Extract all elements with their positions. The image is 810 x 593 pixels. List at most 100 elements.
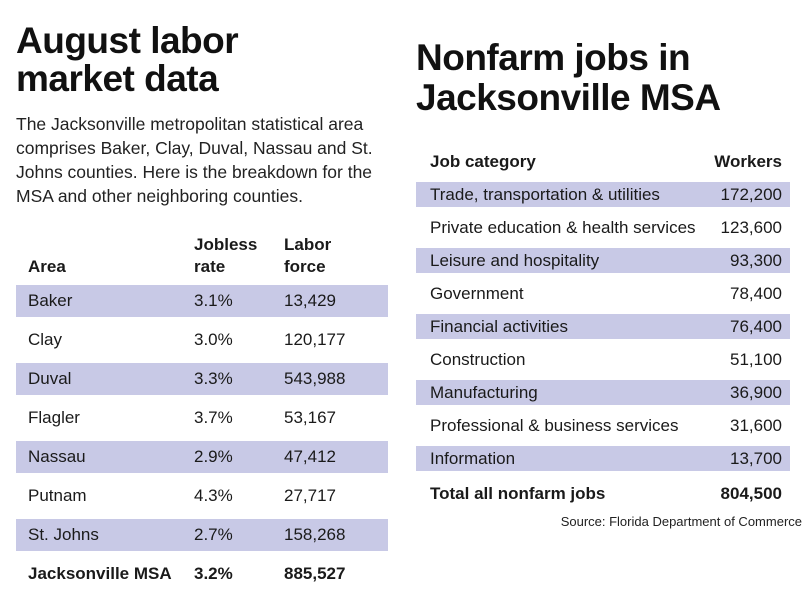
labor-force-cell: 13,429: [284, 285, 388, 317]
intro-paragraph: The Jacksonville metropolitan statistica…: [16, 114, 373, 206]
job-category-cell: Trade, transportation & utilities: [416, 182, 696, 207]
labor-force-cell: 158,268: [284, 519, 388, 551]
row-spacer: [416, 405, 790, 413]
jobless-rate-cell: 2.7%: [194, 519, 284, 551]
row-spacer-cell: [16, 473, 388, 480]
workers-cell: 51,100: [730, 350, 782, 369]
row-spacer: [416, 240, 790, 248]
job-category-cell: Information: [416, 446, 696, 471]
row-spacer: [16, 395, 388, 402]
row-spacer-cell: [416, 471, 790, 479]
jobless-rate-cell: 3.3%: [194, 363, 284, 395]
row-spacer: [416, 273, 790, 281]
area-cell: Jacksonville MSA: [28, 564, 172, 583]
labor-force-cell: 53,167: [284, 408, 336, 427]
table-row: Flagler 3.7% 53,167: [16, 402, 388, 434]
jobless-rate-cell: 3.2%: [194, 564, 233, 583]
workers-cell: 78,400: [730, 284, 782, 303]
table-row: Financial activities 76,400: [416, 314, 790, 339]
labor-market-table: Area Jobless rate Labor force Baker 3.1% 1…: [16, 234, 388, 587]
row-spacer: [16, 317, 388, 324]
workers-cell: 172,200: [695, 182, 790, 207]
job-category-cell: Financial activities: [416, 314, 696, 339]
row-spacer: [16, 473, 388, 480]
workers-cell: 123,600: [720, 218, 782, 237]
total-row: Total all nonfarm jobs 804,500: [416, 479, 790, 506]
table-row: Putnam 4.3% 27,717: [16, 480, 388, 512]
table-row: Professional & business services 31,600: [416, 413, 790, 438]
workers-cell: 804,500: [720, 484, 782, 503]
table-row: Construction 51,100: [416, 347, 790, 372]
column-header-jobless-rate: Jobless rate: [194, 235, 258, 276]
table-row: Government 78,400: [416, 281, 790, 306]
column-header-workers: Workers: [714, 152, 782, 171]
labor-force-cell: 47,412: [284, 441, 388, 473]
workers-cell: 93,300: [695, 248, 790, 273]
row-spacer-cell: [416, 273, 790, 281]
labor-market-title: August labor market data: [16, 20, 239, 99]
table-row: Clay 3.0% 120,177: [16, 324, 388, 356]
column-header-labor-force: Labor force: [284, 235, 332, 276]
row-spacer: [416, 306, 790, 314]
row-spacer: [416, 438, 790, 446]
job-category-cell: Total all nonfarm jobs: [430, 484, 606, 503]
job-category-cell: Government: [430, 284, 524, 303]
row-spacer-cell: [416, 339, 790, 347]
row-spacer-cell: [16, 317, 388, 324]
table-row: Duval 3.3% 543,988: [16, 363, 388, 395]
row-spacer-cell: [416, 405, 790, 413]
jobless-rate-cell: 3.7%: [194, 408, 233, 427]
row-spacer: [16, 356, 388, 363]
table-row: St. Johns 2.7% 158,268: [16, 519, 388, 551]
row-spacer: [16, 434, 388, 441]
column-header-area: Area: [28, 257, 66, 276]
labor-force-cell: 543,988: [284, 363, 388, 395]
workers-cell: 31,600: [730, 416, 782, 435]
row-spacer-cell: [16, 434, 388, 441]
nonfarm-jobs-table: Job category Workers Trade, transportati…: [416, 152, 790, 506]
area-cell: Nassau: [16, 441, 194, 473]
labor-force-cell: 27,717: [284, 486, 336, 505]
table-row: Baker 3.1% 13,429: [16, 285, 388, 317]
area-cell: Flagler: [28, 408, 80, 427]
workers-cell: 76,400: [695, 314, 790, 339]
workers-cell: 13,700: [695, 446, 790, 471]
table-header-row: Job category Workers: [416, 152, 790, 182]
row-spacer: [416, 339, 790, 347]
job-category-cell: Professional & business services: [430, 416, 679, 435]
jobless-rate-cell: 3.0%: [194, 330, 233, 349]
jobless-rate-cell: 2.9%: [194, 441, 284, 473]
job-category-cell: Leisure and hospitality: [416, 248, 696, 273]
row-spacer-cell: [416, 207, 790, 215]
row-spacer-cell: [16, 512, 388, 519]
table-header-row: Area Jobless rate Labor force: [16, 234, 388, 285]
area-cell: Clay: [28, 330, 63, 349]
job-category-cell: Construction: [430, 350, 526, 369]
table-row: Information 13,700: [416, 446, 790, 471]
labor-force-cell: 120,177: [284, 330, 346, 349]
labor-market-panel: August labor market data The Jacksonvill…: [16, 0, 388, 587]
row-spacer-cell: [416, 438, 790, 446]
row-spacer: [416, 471, 790, 479]
workers-cell: 36,900: [695, 380, 790, 405]
table-row: Manufacturing 36,900: [416, 380, 790, 405]
total-row: Jacksonville MSA 3.2% 885,527: [16, 551, 388, 587]
row-spacer-cell: [416, 240, 790, 248]
table-row: Nassau 2.9% 47,412: [16, 441, 388, 473]
row-spacer: [16, 512, 388, 519]
row-spacer-cell: [16, 395, 388, 402]
table-row: Private education & health services 123,6…: [416, 215, 790, 240]
row-spacer-cell: [16, 356, 388, 363]
labor-force-cell: 885,527: [284, 564, 346, 583]
nonfarm-jobs-title: Nonfarm jobs in Jacksonville MSA: [416, 37, 721, 118]
row-spacer-cell: [416, 372, 790, 380]
area-cell: St. Johns: [16, 519, 194, 551]
source-note: Source: Florida Department of Commerce: [560, 514, 802, 529]
column-header-job-category: Job category: [430, 152, 536, 171]
jobless-rate-cell: 4.3%: [194, 486, 233, 505]
jobless-rate-cell: 3.1%: [194, 285, 284, 317]
table-row: Trade, transportation & utilities 172,200: [416, 182, 790, 207]
area-cell: Duval: [16, 363, 194, 395]
area-cell: Putnam: [28, 486, 87, 505]
job-category-cell: Private education & health services: [430, 218, 696, 237]
